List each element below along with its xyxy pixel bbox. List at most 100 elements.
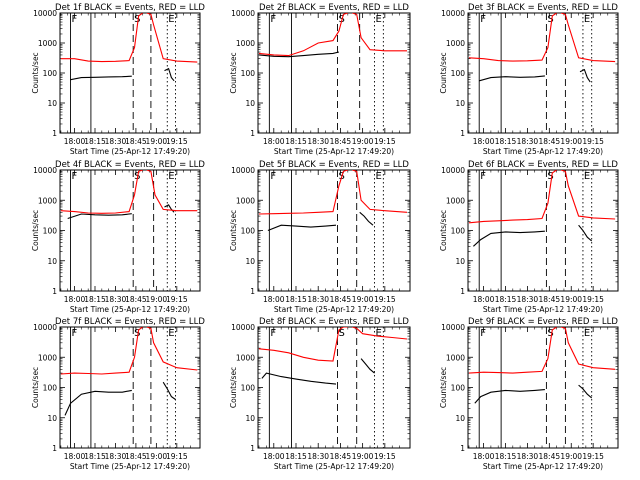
x-tick-label: 18:15: [285, 137, 307, 146]
x-tick-label: 18:00: [64, 137, 86, 146]
series-line-events: [479, 75, 545, 82]
y-axis-label: Counts/sec: [439, 52, 448, 93]
x-tick-label: 18:30: [105, 137, 127, 146]
series-line-lld: [352, 13, 407, 52]
series-line-events: [67, 213, 132, 220]
series-line-lld: [60, 13, 144, 63]
y-tick-label: 100: [451, 384, 466, 393]
x-axis-label: Start Time (25-Apr-12 17:49:20): [70, 305, 190, 314]
x-tick-label: 18:45: [125, 452, 147, 461]
series-line-lld: [468, 327, 557, 374]
y-axis-label: Counts/sec: [229, 367, 238, 408]
y-axis-label: Counts/sec: [229, 52, 238, 93]
x-tick-label: 18:30: [517, 137, 539, 146]
y-tick-label: 10000: [231, 9, 255, 18]
y-tick-label: 1000: [236, 39, 255, 48]
x-tick-label: 18:00: [263, 137, 285, 146]
marker-label: S: [547, 171, 553, 182]
marker-label: F: [71, 171, 77, 182]
series-line-events: [359, 211, 374, 226]
series-line-events: [473, 230, 545, 247]
y-axis-label: Counts/sec: [31, 367, 40, 408]
chart-title: Det 3f BLACK = Events, RED = LLD: [468, 3, 618, 13]
series-line-lld: [258, 13, 348, 57]
series-line-events: [579, 68, 591, 83]
x-axis-label: Start Time (25-Apr-12 17:49:20): [483, 147, 603, 156]
y-tick-label: 10000: [33, 166, 57, 175]
series-line-lld: [146, 170, 198, 212]
series-line-lld: [560, 170, 616, 220]
marker-label: E: [375, 14, 381, 25]
series-line-lld: [258, 327, 348, 362]
y-tick-label: 1000: [38, 39, 57, 48]
chart-title: Det 1f BLACK = Events, RED = LLD: [55, 3, 205, 13]
marker-label: S: [547, 328, 553, 339]
x-tick-label: 18:45: [330, 295, 352, 304]
y-axis-label: Counts/sec: [439, 367, 448, 408]
y-tick-label: 10000: [231, 166, 255, 175]
x-axis-label: Start Time (25-Apr-12 17:49:20): [274, 462, 394, 471]
x-tick-label: 18:00: [473, 137, 495, 146]
chart-title: Det 9f BLACK = Events, RED = LLD: [468, 317, 618, 327]
y-tick-label: 1000: [38, 353, 57, 362]
x-tick-label: 19:00: [560, 137, 582, 146]
x-tick-label: 18:30: [517, 452, 539, 461]
x-tick-label: 19:00: [560, 295, 582, 304]
series-line-events: [164, 204, 175, 213]
chart-panel-8: Det 8f BLACK = Events, RED = LLD 1 10 100 10…: [229, 317, 411, 471]
axes-frame: [257, 169, 411, 292]
marker-label: E: [168, 171, 174, 182]
y-tick-label: 1: [52, 287, 57, 296]
series-line-events: [360, 358, 375, 374]
x-tick-label: 19:00: [146, 137, 168, 146]
x-tick-label: 18:45: [539, 137, 561, 146]
x-axis-label: Start Time (25-Apr-12 17:49:20): [70, 147, 190, 156]
series-line-lld: [352, 170, 408, 213]
chart-title: Det 5f BLACK = Events, RED = LLD: [259, 160, 409, 170]
x-tick-label: 18:15: [285, 295, 307, 304]
series-line-events: [164, 67, 175, 82]
y-tick-label: 1: [52, 129, 57, 138]
y-tick-label: 10000: [441, 323, 465, 332]
chart-panel-1: Det 1f BLACK = Events, RED = LLD 1 10 100 10…: [31, 3, 205, 156]
chart-panel-5: Det 5f BLACK = Events, RED = LLD 1 10 100 10…: [229, 160, 411, 314]
x-tick-label: 18:45: [330, 452, 352, 461]
y-tick-label: 1: [460, 444, 465, 453]
marker-label: E: [584, 171, 590, 182]
axes-frame: [59, 12, 201, 134]
x-tick-label: 18:15: [285, 452, 307, 461]
y-tick-label: 10: [455, 99, 465, 108]
x-tick-label: 19:15: [166, 452, 188, 461]
y-tick-label: 100: [451, 227, 466, 236]
series-line-events: [474, 389, 545, 404]
marker-label: E: [375, 328, 381, 339]
chart-title: Det 6f BLACK = Events, RED = LLD: [468, 160, 618, 170]
x-tick-label: 19:15: [582, 452, 604, 461]
axes-frame: [59, 169, 201, 292]
y-tick-label: 10: [47, 257, 57, 266]
x-axis-label: Start Time (25-Apr-12 17:49:20): [70, 462, 190, 471]
x-tick-label: 18:00: [263, 295, 285, 304]
y-tick-label: 10000: [441, 9, 465, 18]
marker-label: S: [547, 14, 553, 25]
y-tick-label: 10000: [33, 323, 57, 332]
x-tick-label: 18:00: [64, 295, 86, 304]
series-line-events: [578, 224, 593, 242]
x-tick-label: 19:00: [352, 295, 374, 304]
axes-frame: [467, 169, 619, 292]
x-tick-label: 19:15: [582, 295, 604, 304]
x-tick-label: 18:15: [495, 295, 517, 304]
x-tick-label: 18:00: [64, 452, 86, 461]
y-tick-label: 1000: [446, 353, 465, 362]
chart-title: Det 4f BLACK = Events, RED = LLD: [55, 160, 205, 170]
x-tick-label: 19:15: [374, 137, 396, 146]
x-tick-label: 18:15: [495, 137, 517, 146]
x-tick-label: 18:00: [473, 452, 495, 461]
y-tick-label: 10000: [231, 323, 255, 332]
x-tick-label: 18:30: [105, 452, 127, 461]
x-tick-label: 18:15: [84, 452, 106, 461]
x-tick-label: 18:45: [539, 452, 561, 461]
x-tick-label: 19:00: [352, 452, 374, 461]
marker-label: F: [71, 328, 77, 339]
x-tick-label: 18:00: [473, 295, 495, 304]
